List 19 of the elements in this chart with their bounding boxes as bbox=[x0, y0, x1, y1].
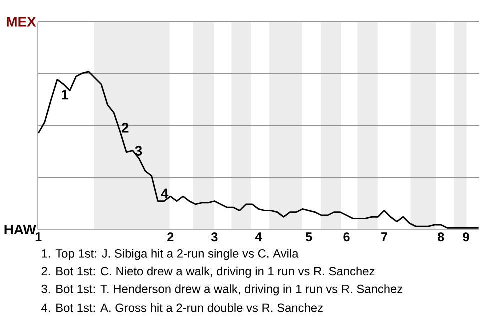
text: 1. Top 1st: J. Sibiga hit a 2-run single vs C. Avila bbox=[42, 249, 299, 260]
text: 2. Bot 1st: C. Nieto drew a walk, driving in 1 run vs R. Sanchez bbox=[42, 267, 375, 278]
ref-line-label: HAW bbox=[4, 225, 36, 235]
x-tick-label: 3 bbox=[211, 232, 218, 242]
annotation: 4 bbox=[161, 189, 169, 199]
x-tick-label: 7 bbox=[382, 232, 388, 242]
text: 4. Bot 1st: A. Gross hit a 2-run double vs R. Sanchez bbox=[41, 304, 323, 312]
x-tick-label: 4 bbox=[255, 232, 262, 242]
annotation: 1 bbox=[62, 90, 69, 100]
x-tick-label: 1 bbox=[36, 232, 42, 242]
annotation: 3 bbox=[135, 146, 142, 156]
x-tick-label: 6 bbox=[344, 232, 350, 242]
x-tick-label: 5 bbox=[306, 232, 312, 242]
annotation: 2 bbox=[122, 123, 129, 133]
ref-line-label: MEX bbox=[7, 17, 36, 27]
x-tick-label: 8 bbox=[438, 232, 444, 242]
text: 3. Bot 1st: T. Henderson drew a walk, driving in 1 run vs R. Sanchez bbox=[42, 284, 403, 296]
x-tick-label: 9 bbox=[463, 232, 470, 242]
x-tick-label: 2 bbox=[168, 232, 174, 242]
